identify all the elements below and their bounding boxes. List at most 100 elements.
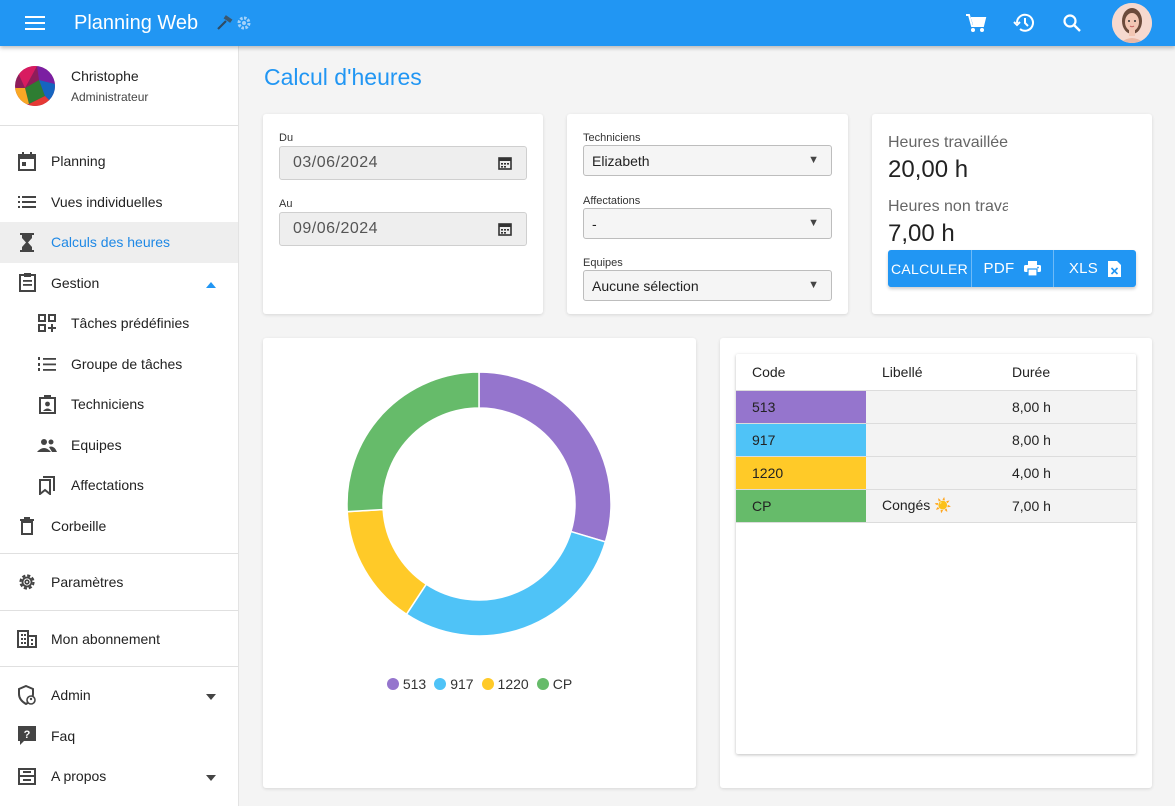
cart-button[interactable]: [952, 0, 1000, 46]
sidebar-item-equipes[interactable]: Equipes: [0, 425, 238, 466]
sidebar-item-label: Calculs des heures: [51, 234, 171, 251]
svg-text:?: ?: [24, 729, 31, 741]
table-row[interactable]: 1220 4,00 h: [736, 456, 1136, 490]
sidebar-item-label: A propos: [51, 768, 107, 785]
column-header-code[interactable]: Code: [736, 354, 866, 391]
avatar-image-icon: [15, 65, 55, 106]
pdf-button[interactable]: PDF: [971, 250, 1053, 287]
inbox-icon: [17, 766, 37, 786]
top-app-bar: Planning Web: [0, 0, 1175, 46]
portrait-icon: [1112, 3, 1152, 43]
sidebar-item-a-propos[interactable]: A propos: [0, 756, 238, 797]
menu-button[interactable]: [0, 0, 70, 46]
chart-legend: 513 917 1220 CP: [263, 676, 696, 692]
nav-menu: Planning Vues individuelles Calculs des …: [0, 126, 238, 797]
legend-item-1220[interactable]: 1220: [481, 676, 529, 692]
sidebar-item-mon-abonnement[interactable]: Mon abonnement: [0, 619, 238, 660]
app-title: Planning Web: [74, 11, 199, 34]
sidebar-item-affectations[interactable]: Affectations: [0, 465, 238, 506]
sidebar-item-gestion[interactable]: Gestion: [0, 263, 238, 304]
badge-icon: [37, 394, 57, 414]
search-button[interactable]: [1048, 0, 1096, 46]
excel-file-icon: [1108, 260, 1122, 277]
user-panel: Christophe Administrateur: [0, 46, 238, 126]
legend-label: 917: [450, 676, 474, 692]
sidebar-item-planning[interactable]: Planning: [0, 141, 238, 182]
sidebar-item-label: Gestion: [51, 274, 100, 291]
sidebar-item-label: Corbeille: [51, 517, 107, 534]
admin-shield-icon: [17, 685, 37, 706]
calculate-button[interactable]: CALCULER: [888, 250, 971, 287]
from-date-input[interactable]: 03/06/2024: [279, 146, 527, 180]
building-icon: [17, 629, 37, 649]
hours-table-container: Code Libellé Durée 513 8,00 h 917 8,00 h: [736, 354, 1136, 754]
cart-icon: [966, 14, 987, 32]
trash-icon: [17, 516, 37, 536]
sidebar-item-corbeille[interactable]: Corbeille: [0, 506, 238, 547]
people-icon: [37, 435, 57, 455]
affectations-select[interactable]: - ▼: [583, 208, 832, 239]
legend-item-513[interactable]: 513: [386, 676, 426, 692]
donut-chart: [346, 371, 612, 637]
profile-avatar[interactable]: [1112, 3, 1152, 43]
sidebar-item-label: Equipes: [71, 436, 122, 453]
xls-button[interactable]: XLS: [1053, 250, 1136, 287]
sidebar-item-vues-individuelles[interactable]: Vues individuelles: [0, 182, 238, 223]
sidebar-item-label: Techniciens: [71, 396, 145, 413]
libelle-cell: [866, 390, 1012, 424]
sidebar-item-taches-predefinies[interactable]: Tâches prédéfinies: [0, 303, 238, 344]
legend-dot: [536, 678, 549, 690]
gear-icon: [17, 572, 37, 592]
table-header-row: Code Libellé Durée: [736, 354, 1136, 391]
sidebar-item-label: Faq: [51, 727, 76, 744]
pdf-label: PDF: [983, 260, 1015, 277]
sidebar-item-calculs-des-heures[interactable]: Calculs des heures: [0, 222, 238, 263]
donut-slice-513[interactable]: [478, 371, 612, 543]
sidebar-item-techniciens[interactable]: Techniciens: [0, 384, 238, 425]
sidebar-item-label: Affectations: [71, 477, 144, 494]
equipes-select[interactable]: Aucune sélection ▼: [583, 270, 832, 301]
table-row[interactable]: 917 8,00 h: [736, 423, 1136, 457]
from-date-value: 03/06/2024: [293, 154, 379, 171]
donut-slice-917[interactable]: [405, 530, 607, 637]
donut-slice-1220[interactable]: [346, 508, 428, 616]
legend-item-917[interactable]: 917: [434, 676, 474, 692]
legend-label: CP: [552, 676, 573, 692]
sidebar-item-label: Paramètres: [51, 574, 124, 591]
donut-slice-CP[interactable]: [346, 371, 480, 513]
to-date-input[interactable]: 09/06/2024: [279, 212, 527, 246]
duree-cell: 8,00 h: [1012, 423, 1136, 457]
sidebar-item-label: Planning: [51, 153, 106, 170]
calendar-icon[interactable]: [498, 156, 512, 175]
action-button-group: CALCULER PDF XLS: [888, 250, 1136, 287]
history-button[interactable]: [1000, 0, 1048, 46]
calendar-icon[interactable]: [498, 222, 512, 241]
worked-hours-value: 20,00 h: [888, 156, 969, 183]
table-row[interactable]: 513 8,00 h: [736, 390, 1136, 424]
user-avatar: [15, 65, 55, 106]
sidebar-item-parametres[interactable]: Paramètres: [0, 562, 238, 603]
legend-dot: [386, 678, 399, 690]
equipes-value: Aucune sélection: [592, 277, 699, 294]
sidebar-item-faq[interactable]: ? Faq: [0, 716, 238, 757]
bookmarks-icon: [37, 475, 57, 495]
equipes-label: Equipes: [583, 257, 623, 269]
printer-icon: [1024, 261, 1042, 276]
sidebar-item-groupe-de-taches[interactable]: Groupe de tâches: [0, 344, 238, 385]
sidebar-item-admin[interactable]: Admin: [0, 675, 238, 716]
list-icon: [17, 192, 37, 212]
sidebar-item-label: Vues individuelles: [51, 193, 163, 210]
not-worked-hours-value: 7,00 h: [888, 220, 955, 247]
dropdown-arrow-icon: ▼: [808, 217, 819, 229]
code-cell: CP: [736, 489, 866, 523]
code-cell: 513: [736, 390, 866, 424]
column-header-duree[interactable]: Durée: [1012, 354, 1136, 391]
duree-cell: 8,00 h: [1012, 390, 1136, 424]
table-row[interactable]: CP Congés ☀️ 7,00 h: [736, 489, 1136, 523]
column-header-libelle[interactable]: Libellé: [866, 354, 1012, 391]
divider: [0, 666, 238, 667]
stats-card: Heures travaillées 20,00 h Heures non tr…: [872, 114, 1152, 314]
legend-item-CP[interactable]: CP: [536, 676, 573, 692]
search-icon: [1063, 14, 1081, 32]
techniciens-select[interactable]: Elizabeth ▼: [583, 145, 832, 176]
